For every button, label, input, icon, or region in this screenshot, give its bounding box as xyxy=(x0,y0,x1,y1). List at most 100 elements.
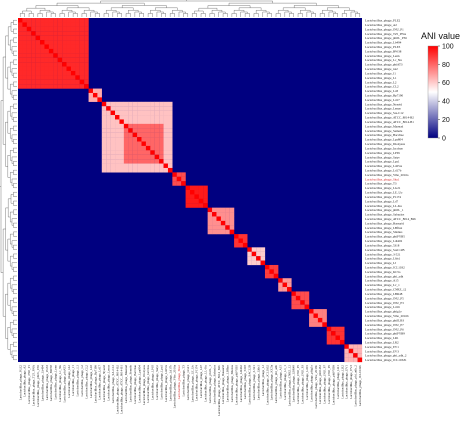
heatmap-cell xyxy=(97,92,102,98)
heatmap-cell xyxy=(62,48,67,54)
heatmap-cell xyxy=(57,66,63,72)
column-label: Lactobacillus_phage_Satyr xyxy=(155,364,159,400)
top-dendrogram xyxy=(20,0,360,17)
heatmap-cell xyxy=(110,145,116,151)
row-label: Lactobacillus_phage_JNU_P7 xyxy=(365,323,404,327)
column-label: Lactobacillus_phage_Lenn xyxy=(54,365,58,400)
heatmap-cell xyxy=(357,348,363,354)
heatmap-cell xyxy=(269,273,274,279)
row-label: Lactobacillus_phage_ATCC_8014-B1 xyxy=(365,120,414,124)
column-label: Lactobacillus_phage_Ld7 xyxy=(199,365,203,399)
row-label: Lactobacillus_phage_LE_Uo xyxy=(365,191,403,195)
heatmap-cell xyxy=(251,256,257,261)
heatmap-cell xyxy=(66,57,72,63)
heatmap-cell xyxy=(194,198,199,204)
heatmap-cell xyxy=(106,128,111,133)
heatmap-cell xyxy=(66,18,72,23)
heatmap-cell xyxy=(101,163,107,169)
heatmap-cell xyxy=(110,110,116,116)
heatmap-cell xyxy=(357,353,363,358)
heatmap-cell xyxy=(159,159,164,164)
heatmap-cell xyxy=(84,48,89,54)
heatmap-cell xyxy=(185,185,191,191)
heatmap-cell xyxy=(26,44,32,50)
heatmap-cell xyxy=(84,40,89,45)
heatmap-cell xyxy=(31,48,36,54)
heatmap-cell xyxy=(154,137,160,142)
heatmap-cell xyxy=(348,353,354,358)
heatmap-cell xyxy=(62,26,67,32)
heatmap-cell xyxy=(53,22,58,27)
column-label: Lactobacillus_phage_iA2 xyxy=(67,365,71,398)
heatmap-cell xyxy=(40,48,45,54)
heatmap-cell xyxy=(31,31,36,36)
column-labels: Lactobacillus_phage_PLE2 Lactobacillus_ph… xyxy=(18,364,362,416)
heatmap-cell xyxy=(150,137,155,142)
row-label: Lactobacillus_phage_L2 xyxy=(365,80,397,84)
heatmap-cell xyxy=(106,137,111,142)
heatmap-cell xyxy=(247,251,252,257)
heatmap-cell xyxy=(128,132,133,138)
heatmap-cell xyxy=(62,18,67,23)
heatmap-cell xyxy=(44,79,50,85)
heatmap-cell xyxy=(115,145,120,151)
heatmap-cell xyxy=(167,167,173,173)
row-label: Lactobacillus_phage_phiAT3 xyxy=(365,63,403,67)
heatmap-cell xyxy=(26,57,32,63)
heatmap-cell xyxy=(92,88,98,94)
heatmap-cell xyxy=(18,31,23,36)
heatmap-cell xyxy=(150,154,155,160)
heatmap-cell xyxy=(79,35,85,41)
heatmap-cell xyxy=(70,26,76,32)
heatmap-cell xyxy=(79,75,85,80)
heatmap-cell xyxy=(128,163,133,169)
heatmap-cell xyxy=(35,53,41,58)
heatmap-cell xyxy=(48,57,54,63)
heatmap-cell xyxy=(62,53,67,58)
heatmap-cell xyxy=(251,247,257,252)
heatmap-cell xyxy=(145,167,151,173)
heatmap-cell xyxy=(53,35,58,41)
heatmap-cell xyxy=(44,70,50,76)
heatmap-cell xyxy=(53,40,58,45)
heatmap-cell xyxy=(141,119,147,124)
heatmap-cell xyxy=(132,167,138,173)
column-label: Lactobacillus_phage_Ld17 xyxy=(98,365,102,400)
heatmap-cell xyxy=(66,44,72,50)
heatmap-cell xyxy=(167,159,173,164)
row-label: Lactobacillus_phage_Sabazios xyxy=(365,213,405,217)
heatmap-cell xyxy=(57,18,63,23)
row-label: Lactobacillus_phage_phiJL_1 xyxy=(365,208,404,212)
heatmap-cell xyxy=(110,167,116,173)
heatmap-cell xyxy=(348,344,354,349)
column-label: Lactobacillus_phage_Vibe_2016a xyxy=(173,364,177,408)
row-label: Lactobacillus_phage_J1 xyxy=(365,71,396,75)
column-label: Lactobacillus_phage_KC5a xyxy=(270,364,274,400)
heatmap-cell xyxy=(110,123,116,129)
heatmap-cell xyxy=(273,264,279,270)
heatmap-cell xyxy=(70,22,76,27)
heatmap-cell xyxy=(207,216,213,222)
heatmap-cell xyxy=(22,66,27,72)
heatmap-cell xyxy=(35,79,41,85)
heatmap-cell xyxy=(278,287,283,292)
heatmap-cell xyxy=(26,79,32,85)
heatmap-cell xyxy=(119,119,124,124)
heatmap-cell xyxy=(79,44,85,50)
heatmap-cell xyxy=(123,115,129,120)
heatmap-cell xyxy=(216,225,222,230)
heatmap-cell xyxy=(48,40,54,45)
heatmap-cell xyxy=(75,79,80,85)
heatmap-cell xyxy=(57,22,63,27)
heatmap-cell xyxy=(132,150,138,155)
heatmap-cell xyxy=(57,70,63,76)
heatmap-cell xyxy=(313,313,319,319)
heatmap-cell xyxy=(154,167,160,173)
heatmap-cell xyxy=(35,18,41,23)
heatmap-cell xyxy=(128,106,133,111)
heatmap-cell xyxy=(339,326,345,332)
heatmap-cell xyxy=(150,163,155,169)
heatmap-cell xyxy=(132,119,138,124)
column-label: Lactobacillus_phage_JNU_P7 xyxy=(323,365,327,404)
heatmap-cell xyxy=(154,163,160,169)
